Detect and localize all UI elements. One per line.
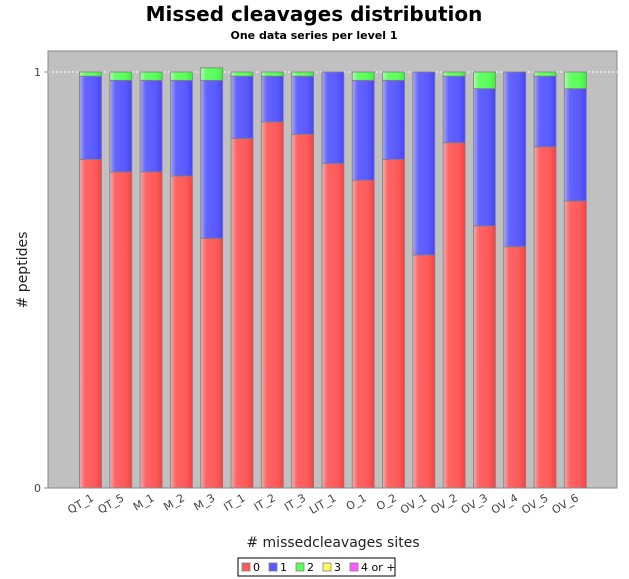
- legend-box: [237, 557, 396, 577]
- bar-M_3-series-0: [200, 237, 224, 489]
- x-tick-label-OV_1: OV_1: [398, 491, 429, 517]
- bar-QT_5-series-0: [109, 171, 133, 489]
- bar-O_1-series-2: [351, 71, 375, 81]
- x-tick-label-M_1: M_1: [131, 491, 157, 513]
- bar-IT_1-series-1: [230, 75, 254, 139]
- legend-swatch-4-or-+: [349, 562, 359, 572]
- x-tick-labels: QT_1 QT_5 M_1 M_2 M_3 IT_1 IT_2 IT_3 LIT_1 O_1 O_2…: [65, 491, 580, 517]
- legend-swatch-3: [322, 562, 332, 572]
- bar-IT_2-series-1: [260, 75, 284, 123]
- x-tick-label-M_3: M_3: [192, 491, 218, 513]
- bar-IT_1-series-0: [230, 138, 254, 489]
- bar-O_1-series-1: [351, 79, 375, 181]
- x-tick-label-O_1: O_1: [344, 491, 369, 513]
- x-tick-label-OV_3: OV_3: [459, 491, 490, 517]
- bar-IT_1-series-2: [230, 71, 254, 77]
- bar-IT_3-series-0: [291, 133, 315, 489]
- bar-LIT_1-series-0: [321, 163, 345, 489]
- legend-label-1: 1: [280, 561, 287, 574]
- bar-M_2-series-2: [169, 71, 193, 81]
- y-tick-label-1: 1: [34, 66, 41, 79]
- legend-swatch-0: [241, 562, 251, 572]
- legend-swatch-2: [295, 562, 305, 572]
- x-tick-label-O_2: O_2: [374, 491, 399, 513]
- bar-M_1-series-1: [139, 79, 163, 173]
- legend-label-0: 0: [253, 561, 260, 574]
- x-tick-label-QT_5: QT_5: [96, 491, 127, 516]
- legend-swatch-1: [268, 562, 278, 572]
- legend-label-2: 2: [307, 561, 314, 574]
- y-axis-label: # peptides: [15, 232, 31, 309]
- x-tick-label-OV_2: OV_2: [428, 491, 459, 517]
- bar-IT_2-series-2: [260, 71, 284, 77]
- bar-OV_6-series-0: [563, 200, 587, 489]
- chart-subtitle: One data series per level 1: [230, 29, 397, 42]
- bar-OV_2-series-0: [442, 142, 466, 489]
- bar-M_1-series-0: [139, 171, 163, 489]
- bar-OV_3-series-2: [472, 71, 496, 90]
- x-tick-label-M_2: M_2: [161, 491, 187, 513]
- bar-QT_5-series-2: [109, 71, 133, 81]
- bar-OV_1-series-1: [412, 71, 436, 256]
- legend: 0 1 2 3 4 or +: [241, 561, 395, 574]
- bar-M_3-series-2: [200, 67, 224, 81]
- bar-OV_2-series-2: [442, 71, 466, 77]
- legend-label-3: 3: [334, 561, 341, 574]
- bar-IT_3-series-1: [291, 75, 315, 135]
- bar-O_1-series-0: [351, 179, 375, 489]
- chart-title: Missed cleavages distribution: [146, 2, 483, 26]
- bar-QT_1-series-2: [79, 71, 102, 77]
- bar-M_1-series-2: [139, 71, 163, 81]
- bar-QT_1-series-1: [79, 75, 102, 160]
- bar-QT_1-series-0: [79, 158, 102, 489]
- x-tick-label-OV_4: OV_4: [489, 491, 520, 517]
- x-tick-label-OV_5: OV_5: [519, 491, 550, 517]
- bar-OV_5-series-0: [533, 146, 557, 489]
- x-tick-label-QT_1: QT_1: [65, 491, 96, 516]
- bars-group: [79, 67, 587, 489]
- bar-QT_5-series-1: [109, 79, 133, 173]
- bar-OV_3-series-0: [472, 225, 496, 489]
- x-tick-label-IT_1: IT_1: [222, 491, 248, 513]
- bar-O_2-series-0: [382, 158, 405, 489]
- bar-OV_6-series-1: [563, 88, 587, 202]
- y-tick-label-0: 0: [34, 482, 41, 495]
- bar-OV_1-series-0: [412, 254, 436, 489]
- bar-IT_2-series-0: [260, 121, 284, 489]
- bar-M_3-series-1: [200, 79, 224, 239]
- bar-IT_3-series-2: [291, 71, 315, 77]
- bar-M_2-series-0: [169, 175, 193, 489]
- bar-O_2-series-2: [382, 71, 405, 81]
- bar-OV_6-series-2: [563, 71, 587, 90]
- bar-OV_5-series-1: [533, 75, 557, 148]
- bar-M_2-series-1: [169, 79, 193, 177]
- x-axis-label: # missedcleavages sites: [246, 535, 419, 551]
- bar-LIT_1-series-1: [321, 71, 345, 164]
- bar-OV_5-series-2: [533, 71, 557, 77]
- x-tick-label-LIT_1: LIT_1: [307, 491, 338, 517]
- x-tick-label-IT_3: IT_3: [282, 491, 308, 513]
- bar-OV_3-series-1: [472, 88, 496, 227]
- bar-OV_2-series-1: [442, 75, 466, 144]
- bar-OV_4-series-1: [503, 71, 527, 248]
- legend-label-4-or-+: 4 or +: [361, 561, 395, 574]
- x-tick-label-IT_2: IT_2: [252, 491, 278, 513]
- bar-O_2-series-1: [382, 79, 405, 160]
- bar-OV_4-series-0: [503, 246, 527, 489]
- x-tick-label-OV_6: OV_6: [550, 491, 581, 517]
